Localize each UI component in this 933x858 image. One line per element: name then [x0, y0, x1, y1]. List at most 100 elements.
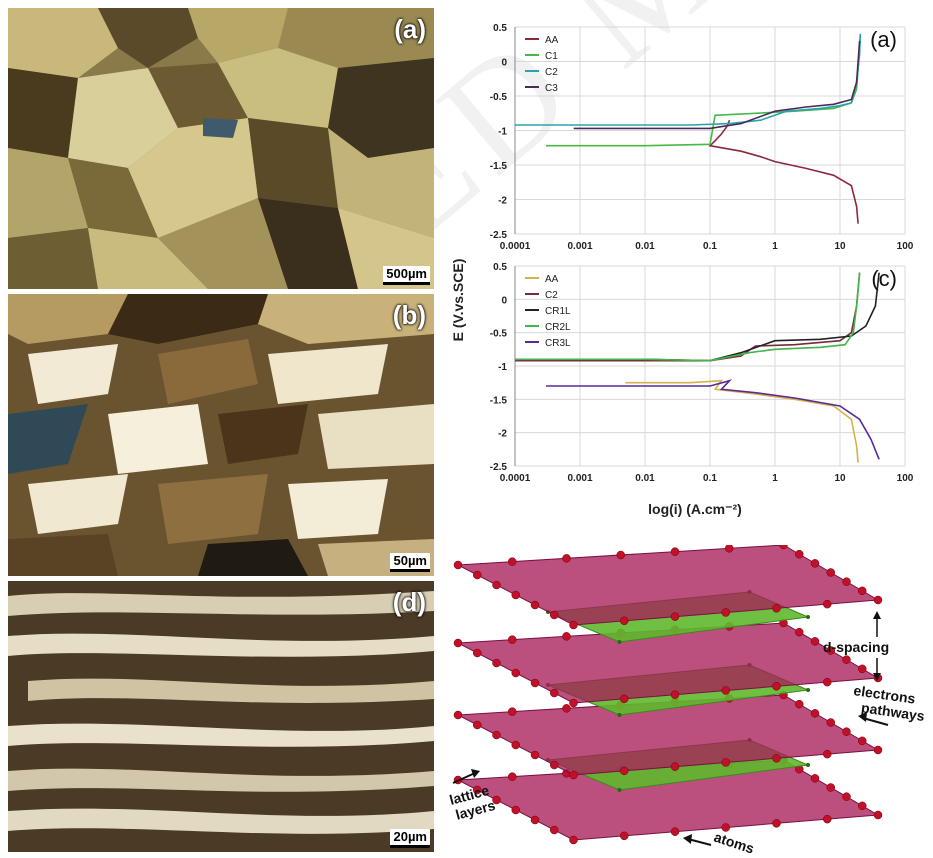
micrograph-a: (a) 500µm — [8, 8, 434, 289]
atom — [616, 550, 625, 560]
legend-label: C3 — [545, 83, 558, 94]
atom — [550, 688, 559, 698]
atom — [873, 810, 883, 820]
atom — [873, 595, 883, 605]
x-tick-label: 1 — [772, 241, 778, 252]
atom — [725, 545, 734, 553]
y-tick-label: -2 — [498, 196, 507, 207]
series-line-c2 — [515, 33, 862, 126]
atom — [620, 766, 629, 776]
atom — [772, 604, 781, 613]
x-tick-label: 0.0001 — [500, 241, 531, 252]
plane-vertex — [806, 688, 810, 692]
chart-a: 0.0001 0.001 0.01 0.1 1 10 100 0.5 0 -0.5 -1 -1.5 -2… — [490, 23, 914, 252]
atom — [823, 814, 832, 824]
atom — [858, 801, 867, 811]
chart-c: 0.0001 0.001 0.01 0.1 1 10 100 0.5 0 -0.5 -1 -1.5 -2… — [490, 262, 914, 484]
atom — [569, 620, 578, 630]
x-tick-label: 0.1 — [703, 241, 717, 252]
series-line-cr1l — [560, 272, 880, 362]
atom — [670, 547, 680, 556]
atom — [508, 557, 517, 566]
atom — [620, 616, 629, 626]
y-tick-label: 0 — [501, 295, 507, 306]
plane-vertex — [617, 640, 622, 644]
atom — [810, 637, 820, 646]
y-tick-label: -2.5 — [490, 230, 508, 241]
y-tick-label: -1 — [498, 127, 507, 138]
atom — [508, 707, 517, 716]
atom — [492, 658, 501, 668]
legend-label: C2 — [545, 290, 558, 301]
atoms-label: atoms — [712, 829, 756, 855]
micrograph-b-image — [8, 294, 434, 576]
atom — [620, 831, 629, 841]
atom — [620, 694, 629, 704]
y-tick-label: -2 — [498, 429, 507, 440]
atom — [530, 600, 540, 610]
micrograph-b-label: (b) — [392, 300, 426, 330]
atom — [795, 627, 804, 637]
micrograph-d: (d) 20µm — [8, 581, 434, 852]
chart-panel-label: (a) — [870, 27, 897, 52]
atom — [562, 704, 571, 713]
atom — [873, 745, 883, 755]
atom — [569, 698, 578, 708]
y-tick-label: -1.5 — [490, 395, 508, 406]
y-tick-label: 0.5 — [493, 23, 507, 34]
atom — [508, 635, 517, 644]
x-tick-label: 0.01 — [635, 241, 655, 252]
y-tick-label: -1.5 — [490, 161, 508, 172]
atom — [453, 638, 463, 648]
atom — [569, 770, 578, 780]
y-tick-label: -2.5 — [490, 462, 508, 473]
atom — [823, 677, 832, 687]
legend-label: CR1L — [545, 306, 571, 317]
atom — [795, 699, 804, 709]
lattice-planes — [453, 545, 883, 845]
lattice-diagram: d-spacing electronspathways latticelayer… — [448, 545, 926, 855]
series-line-aa — [625, 379, 859, 463]
legend-label: AA — [545, 35, 559, 46]
atom — [473, 570, 482, 580]
atom — [473, 785, 482, 795]
atom — [721, 823, 730, 832]
atom — [670, 762, 680, 771]
atom — [492, 730, 501, 740]
atom — [772, 819, 781, 828]
y-axis-title: E (V.vs.SCE) — [450, 259, 466, 342]
atom — [511, 590, 520, 600]
micrograph-a-image — [8, 8, 434, 289]
atom — [810, 559, 820, 568]
lattice-plane — [456, 545, 880, 626]
x-tick-label: 10 — [834, 473, 846, 484]
x-tick-label: 0.001 — [567, 473, 592, 484]
atom — [826, 568, 835, 577]
x-tick-label: 100 — [897, 473, 914, 484]
x-tick-label: 1 — [772, 473, 778, 484]
atom — [858, 586, 867, 596]
atom — [721, 608, 730, 617]
atom — [473, 720, 482, 730]
atom — [810, 709, 820, 718]
y-tick-label: 0 — [501, 58, 507, 69]
micrograph-b: (b) 50µm — [8, 294, 434, 576]
atom — [530, 678, 540, 688]
plane-vertex — [617, 713, 622, 717]
plane-vertex — [617, 788, 622, 792]
legend-label: C2 — [545, 67, 558, 78]
atom — [826, 646, 835, 655]
atom — [670, 612, 680, 621]
atom — [562, 554, 571, 563]
atom — [772, 754, 781, 763]
atom — [810, 774, 820, 783]
atom — [511, 668, 520, 678]
atom — [530, 750, 540, 760]
atom — [842, 792, 851, 801]
atom — [492, 580, 501, 590]
micrograph-d-label: (d) — [392, 587, 426, 617]
series-line-cr2l — [515, 272, 861, 362]
x-tick-label: 0.01 — [635, 473, 655, 484]
d-spacing-arrow — [873, 611, 881, 681]
d-spacing-label: d-spacing — [823, 639, 889, 655]
